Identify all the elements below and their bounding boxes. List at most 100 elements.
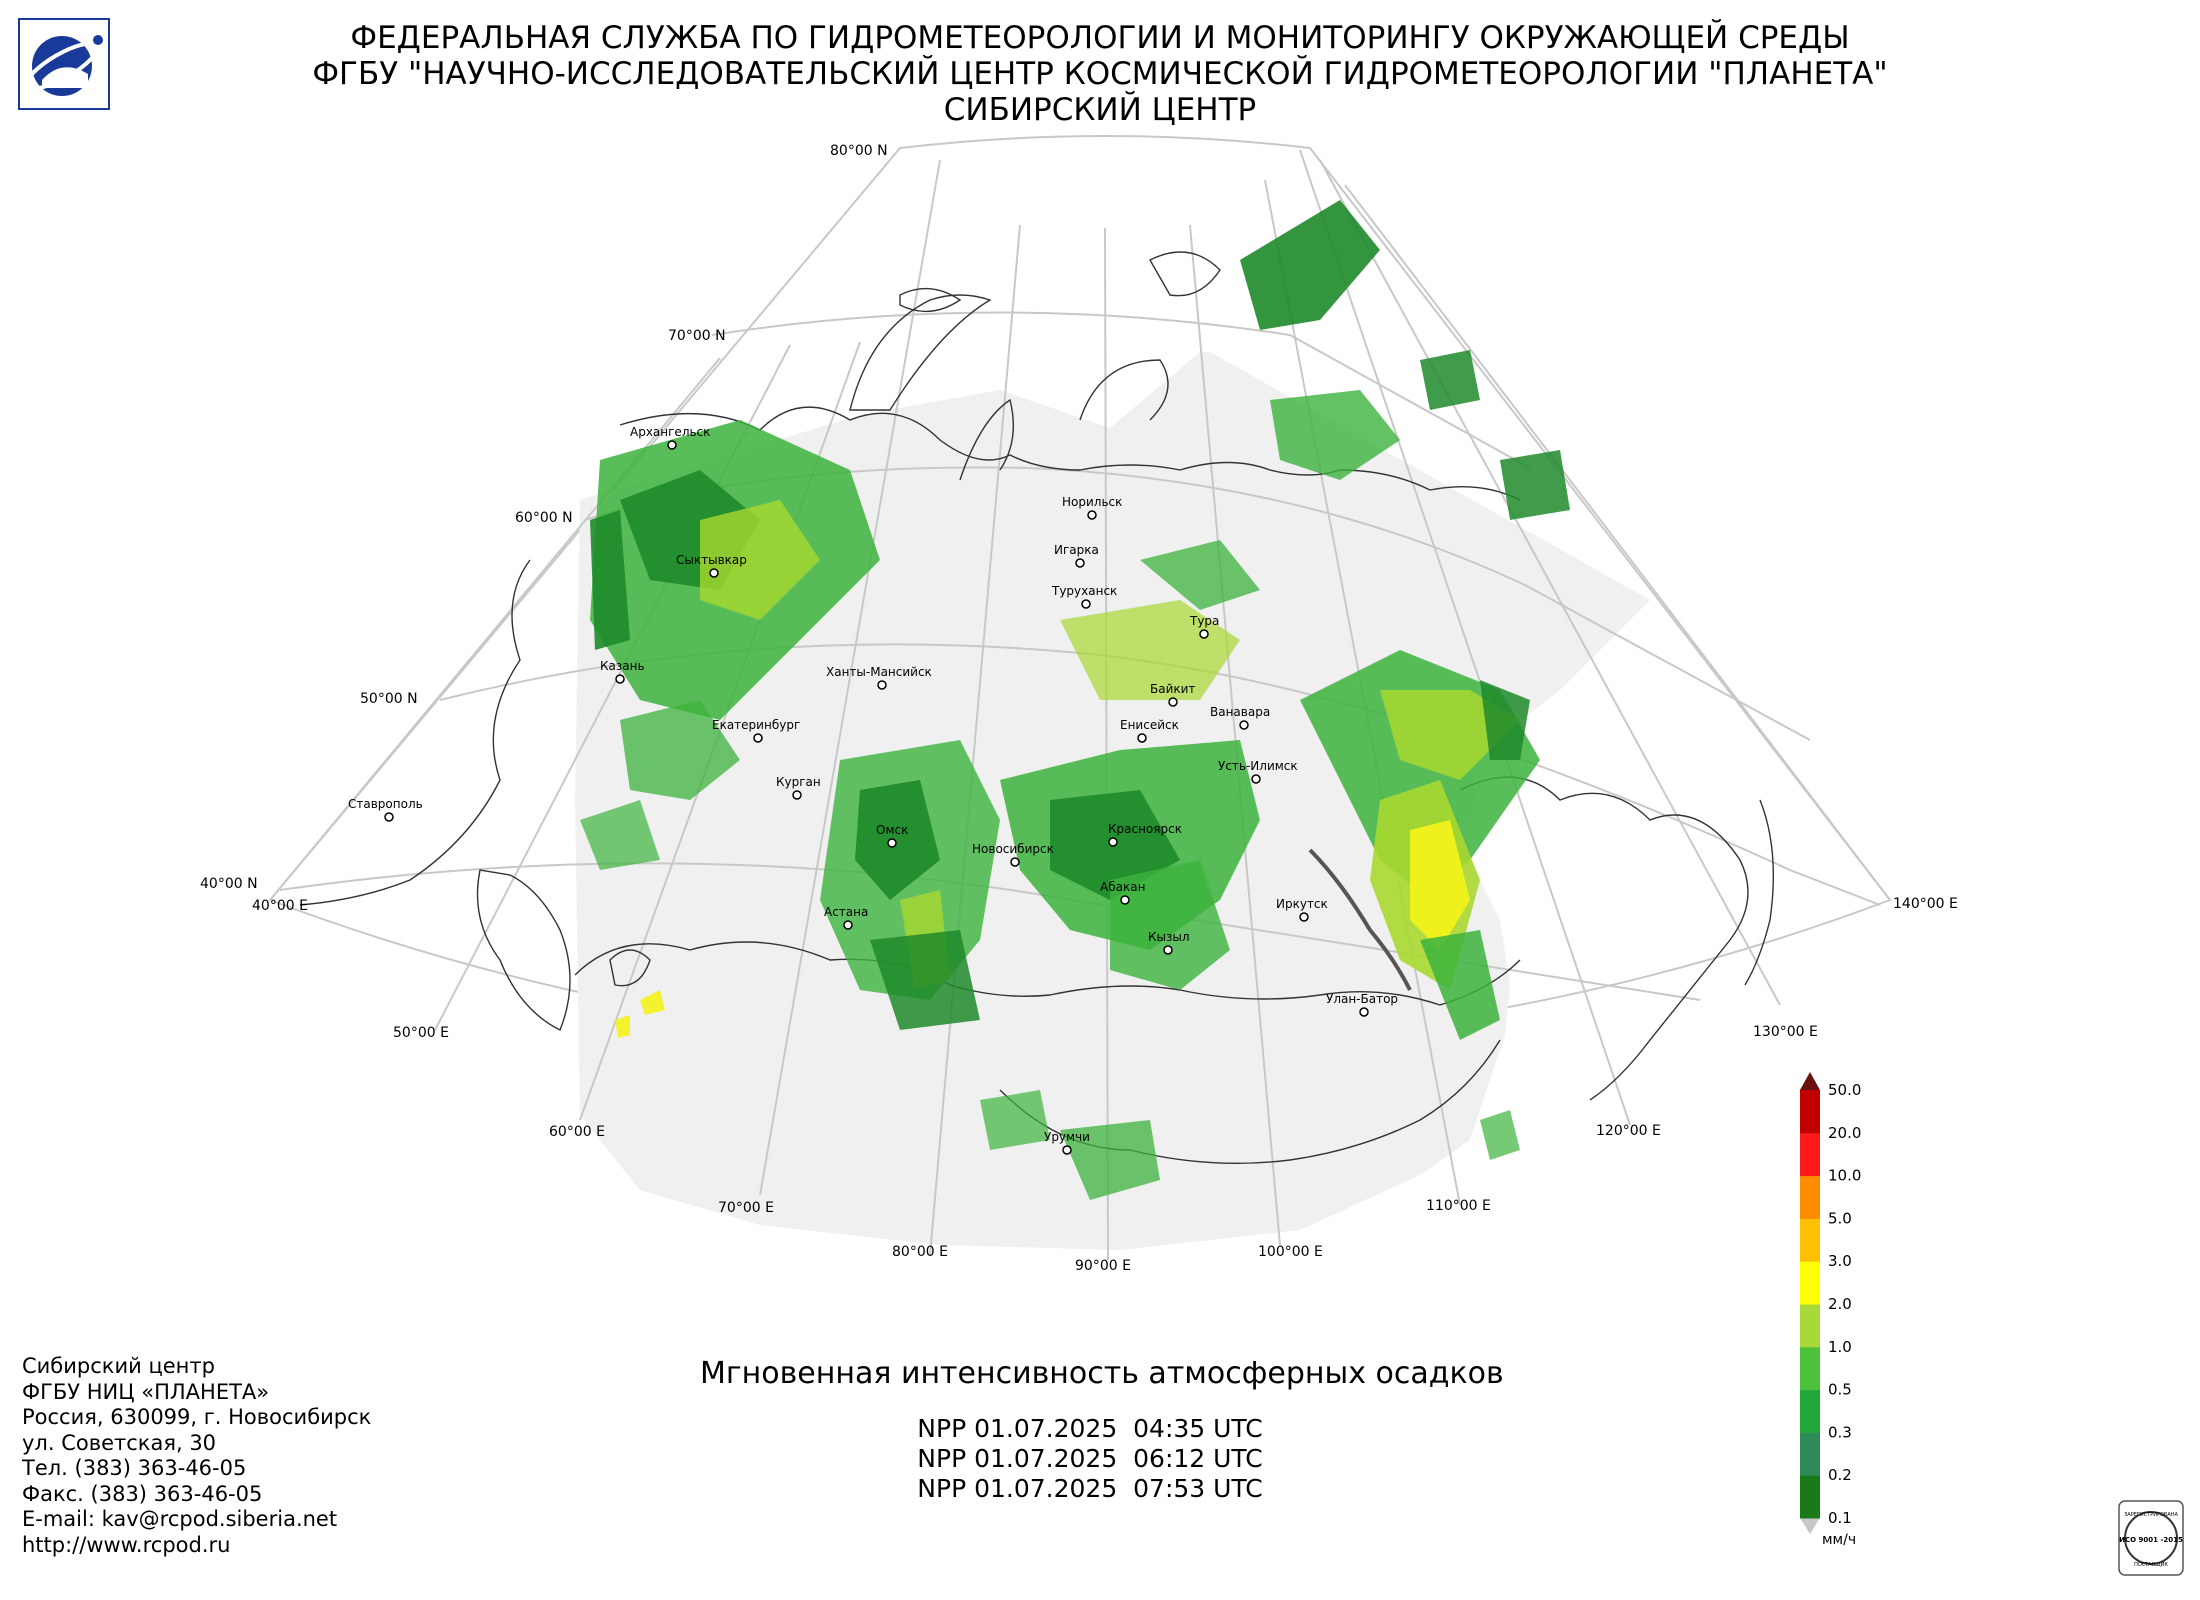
legend-level-label: 0.1 bbox=[1828, 1509, 1852, 1527]
lat-label-40: 40°00 N bbox=[200, 876, 258, 892]
legend-swatch-1.0 bbox=[1800, 1304, 1820, 1348]
city-ust-ilimsk: Усть-Илимск bbox=[1218, 759, 1298, 784]
lon-label-110: 110°00 E bbox=[1426, 1198, 1491, 1214]
header-line-3: СИБИРСКИЙ ЦЕНТР bbox=[943, 92, 1257, 128]
iso-top: ЗАРЕГИСТРИРОВАНА bbox=[2124, 1512, 2178, 1518]
lon-label-60: 60°00 E bbox=[549, 1124, 605, 1140]
lon-label-70: 70°00 E bbox=[718, 1200, 774, 1216]
severnaya-zemlya bbox=[1149, 251, 1221, 297]
svg-text:Сыктывкар: Сыктывкар bbox=[676, 553, 747, 567]
legend-level-label: 5.0 bbox=[1828, 1209, 1852, 1227]
lat-label-50: 50°00 N bbox=[360, 691, 418, 707]
city-arkhangelsk: Архангельск bbox=[630, 425, 710, 450]
legend-level-label: 20.0 bbox=[1828, 1124, 1861, 1142]
legend-swatch-5.0 bbox=[1800, 1175, 1820, 1219]
lon-label-100: 100°00 E bbox=[1258, 1244, 1323, 1260]
parallel-40 bbox=[279, 862, 1701, 1001]
legend-level-label: 0.2 bbox=[1828, 1466, 1852, 1484]
svg-text:Красноярск: Красноярск bbox=[1108, 822, 1182, 836]
legend-level-label: 50.0 bbox=[1828, 1081, 1861, 1099]
franz-josef bbox=[899, 287, 962, 313]
kazakhstan-border bbox=[574, 941, 1051, 997]
pass-3: NPP 01.07.2025 07:53 UTC bbox=[917, 1474, 1263, 1503]
planeta-logo bbox=[18, 18, 110, 110]
svg-text:Казань: Казань bbox=[600, 659, 645, 673]
contact-email[interactable]: E-mail: kav@rcpod.siberia.net bbox=[22, 1507, 338, 1531]
taymyr bbox=[1079, 359, 1169, 421]
header: ФЕДЕРАЛЬНАЯ СЛУЖБА ПО ГИДРОМЕТЕОРОЛОГИИ … bbox=[150, 20, 2050, 128]
legend-swatch-20.0 bbox=[1800, 1090, 1820, 1134]
lat-label-80: 80°00 N bbox=[830, 143, 888, 159]
city-syktyvkar: Сыктывкар bbox=[676, 553, 747, 578]
lon-labels: 40°00 E 50°00 E 60°00 E 70°00 E 80°00 E … bbox=[252, 896, 1958, 1274]
legend-level-label: 10.0 bbox=[1828, 1167, 1861, 1185]
svg-text:Кызыл: Кызыл bbox=[1148, 930, 1190, 944]
meridian-80 bbox=[929, 224, 1021, 1256]
meridian-70 bbox=[759, 159, 941, 1196]
city-kazan: Казань bbox=[600, 659, 645, 684]
svg-text:Омск: Омск bbox=[876, 823, 908, 837]
iso-code: ИСО 9001 -2015 bbox=[2119, 1536, 2183, 1544]
legend-over-arrow bbox=[1800, 1072, 1820, 1090]
meridian-90 bbox=[1104, 227, 1109, 1261]
contact-org-full: ФГБУ НИЦ «ПЛАНЕТА» bbox=[22, 1379, 270, 1404]
city-khanty-mansiysk: Ханты-Мансийск bbox=[826, 665, 932, 690]
pacific-coast bbox=[1459, 776, 1749, 1101]
contact-address-street: ул. Советская, 30 bbox=[22, 1430, 217, 1455]
svg-text:Курган: Курган bbox=[776, 775, 821, 789]
svg-text:Норильск: Норильск bbox=[1062, 495, 1122, 509]
legend-level-label: 1.0 bbox=[1828, 1338, 1852, 1356]
city-vanavara: Ванавара bbox=[1210, 705, 1270, 730]
iso-9001-badge: ЗАРЕГИСТРИРОВАНА ИСО 9001 -2015 ПОСТАВЩИ… bbox=[2118, 1500, 2184, 1576]
city-norilsk: Норильск bbox=[1062, 495, 1122, 520]
sakhalin bbox=[1744, 799, 1775, 986]
lat-label-60: 60°00 N bbox=[515, 510, 573, 526]
city-yekaterinburg: Екатеринбург bbox=[712, 718, 800, 743]
lake-baikal bbox=[1308, 848, 1412, 991]
svg-text:Урумчи: Урумчи bbox=[1044, 1130, 1090, 1144]
legend-level-label: 3.0 bbox=[1828, 1252, 1852, 1270]
legend-swatch-0.3 bbox=[1800, 1389, 1820, 1433]
contacts-block: Сибирский центр ФГБУ НИЦ «ПЛАНЕТА» Росси… bbox=[22, 1354, 371, 1558]
contact-website[interactable]: http://www.rcpod.ru bbox=[22, 1532, 231, 1557]
caspian-sea bbox=[476, 869, 571, 1031]
svg-text:Тура: Тура bbox=[1189, 614, 1219, 628]
arctic-coast bbox=[619, 406, 1521, 501]
meridian-140 bbox=[1344, 184, 1891, 901]
legend-unit: мм/ч bbox=[1822, 1532, 1856, 1548]
aral-sea bbox=[609, 949, 651, 987]
city-tura: Тура bbox=[1189, 614, 1219, 639]
lon-label-80: 80°00 E bbox=[892, 1244, 948, 1260]
yamal bbox=[959, 398, 1015, 481]
baltic-europe bbox=[299, 559, 531, 906]
city-astana: Астана bbox=[824, 905, 868, 930]
lon-label-50: 50°00 E bbox=[393, 1025, 449, 1041]
city-kurgan: Курган bbox=[776, 775, 821, 800]
coastlines bbox=[299, 251, 1775, 1165]
city-krasnoyarsk: Красноярск bbox=[1108, 822, 1182, 847]
city-novosibirsk: Новосибирск bbox=[972, 842, 1054, 867]
svg-text:Улан-Батор: Улан-Батор bbox=[1326, 992, 1398, 1006]
city-kyzyl: Кызыл bbox=[1148, 930, 1190, 955]
legend-swatch-0.1 bbox=[1800, 1475, 1820, 1519]
meridian-100 bbox=[1189, 224, 1281, 1246]
novaya-zemlya bbox=[849, 294, 992, 411]
lon-label-120: 120°00 E bbox=[1596, 1123, 1661, 1139]
svg-text:Екатеринбург: Екатеринбург bbox=[712, 718, 800, 732]
legend-swatch-0.5 bbox=[1800, 1346, 1820, 1391]
legend-level-label: 0.5 bbox=[1828, 1381, 1852, 1399]
legend-swatch-10.0 bbox=[1800, 1132, 1820, 1177]
svg-text:Туруханск: Туруханск bbox=[1051, 584, 1117, 598]
legend-swatch-3.0 bbox=[1800, 1218, 1820, 1262]
svg-text:Ставрополь: Ставрополь bbox=[348, 797, 423, 811]
meridian-120 bbox=[1299, 149, 1631, 1126]
svg-text:Новосибирск: Новосибирск bbox=[972, 842, 1054, 856]
precip-legend: 0.1 0.2 0.3 0.5 1.0 2.0 3.0 5.0 10.0 20.0 50.0 мм/… bbox=[1800, 1072, 1861, 1548]
svg-text:Енисейск: Енисейск bbox=[1120, 718, 1179, 732]
city-baykit: Байкит bbox=[1150, 682, 1195, 707]
city-yeniseysk: Енисейск bbox=[1120, 718, 1179, 743]
svg-text:Игарка: Игарка bbox=[1054, 543, 1099, 557]
satellite-passes: NPP 01.07.2025 04:35 UTC NPP 01.07.2025 … bbox=[700, 1414, 1480, 1504]
svg-text:Усть-Илимск: Усть-Илимск bbox=[1218, 759, 1298, 773]
